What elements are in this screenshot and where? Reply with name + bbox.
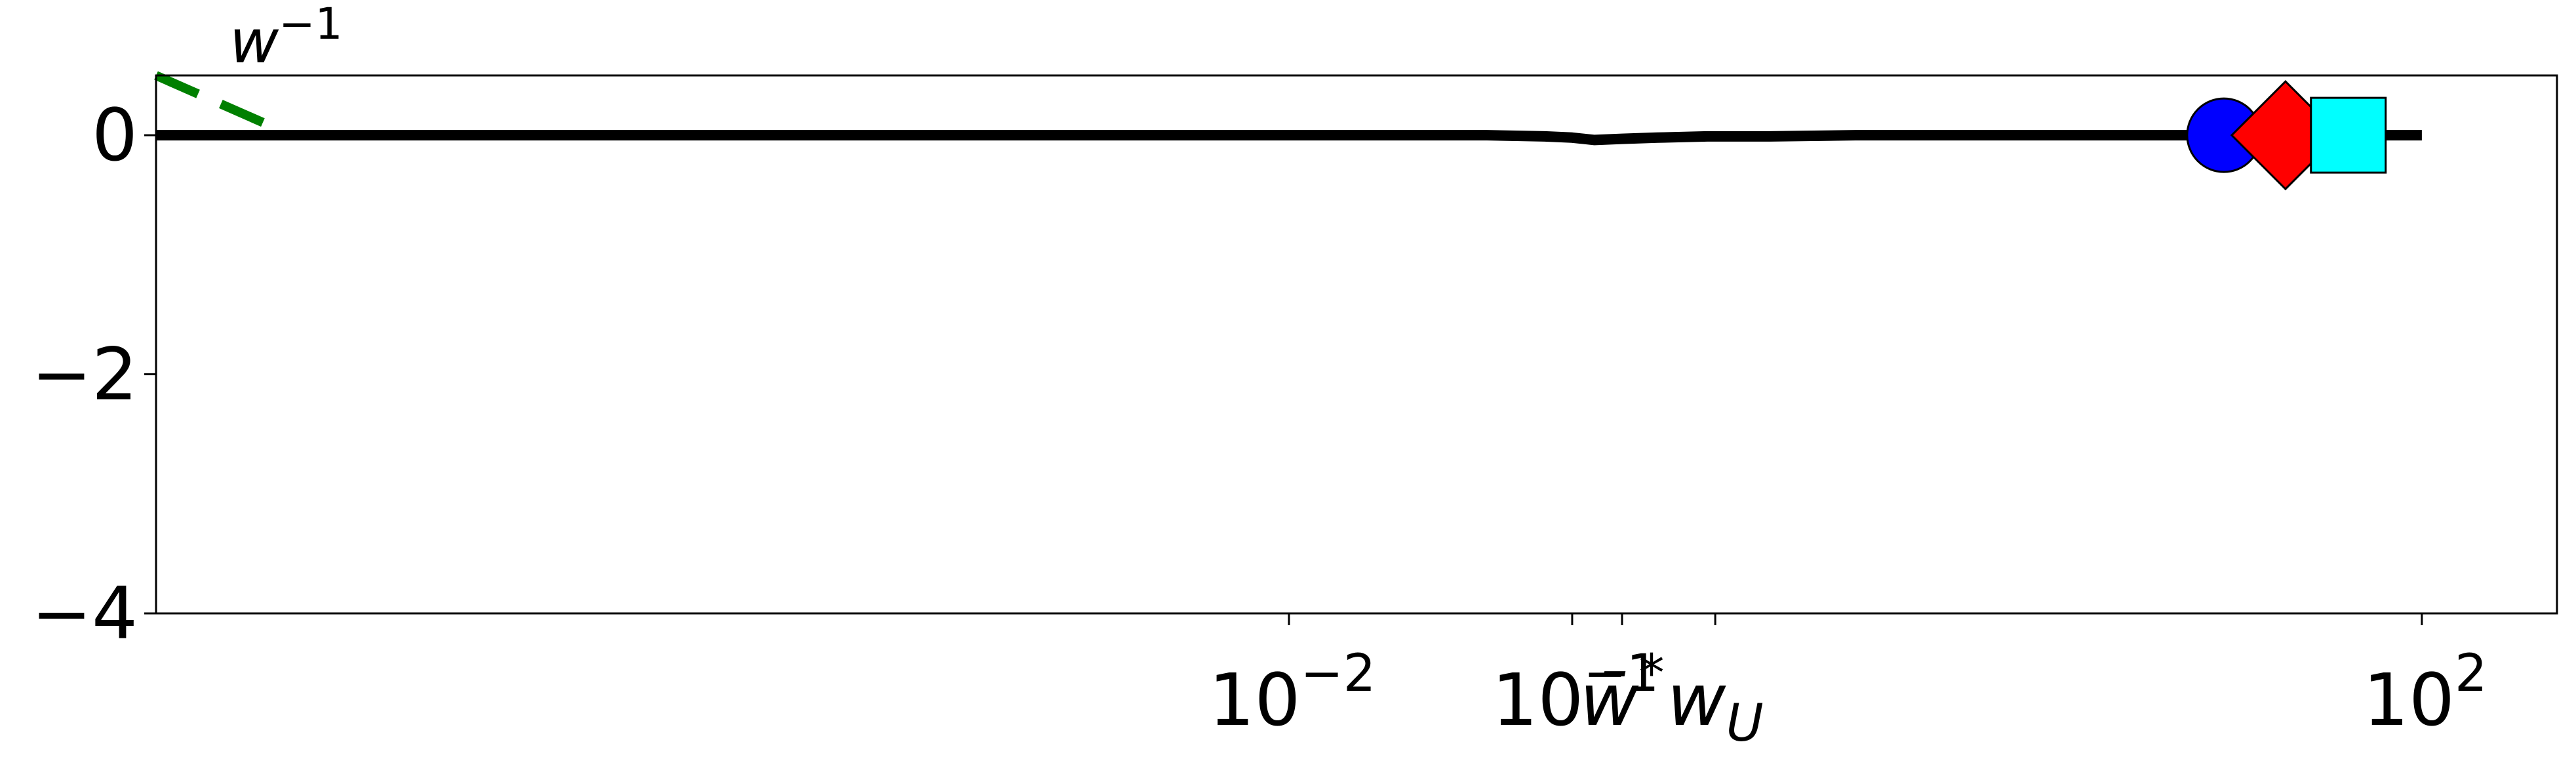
- y-tick-label: −4: [31, 571, 138, 655]
- series-main-line: [156, 130, 2422, 146]
- x-tick-label: 10−1: [1492, 644, 1659, 742]
- data-marks: w−1: [154, 0, 2422, 191]
- y-tick-label: 0: [92, 93, 138, 177]
- marker-square: [2310, 96, 2387, 174]
- plot-frame: [155, 74, 2558, 615]
- x-marker-tick-label: wU: [1667, 658, 1764, 753]
- x-tick-label: 102: [2363, 644, 2487, 742]
- series-asymptote-line: [154, 71, 281, 134]
- plot-area: [156, 75, 2557, 613]
- asymptote-label: w−1: [229, 0, 343, 77]
- x-marker-tick-label: w̄*: [1580, 644, 1665, 742]
- y-tick-label: −2: [31, 333, 138, 417]
- axes-ticks: 0 −2 −4 10−2 10−1 102 w̄* wU: [31, 93, 2487, 753]
- x-tick-label: 10−2: [1208, 644, 1376, 742]
